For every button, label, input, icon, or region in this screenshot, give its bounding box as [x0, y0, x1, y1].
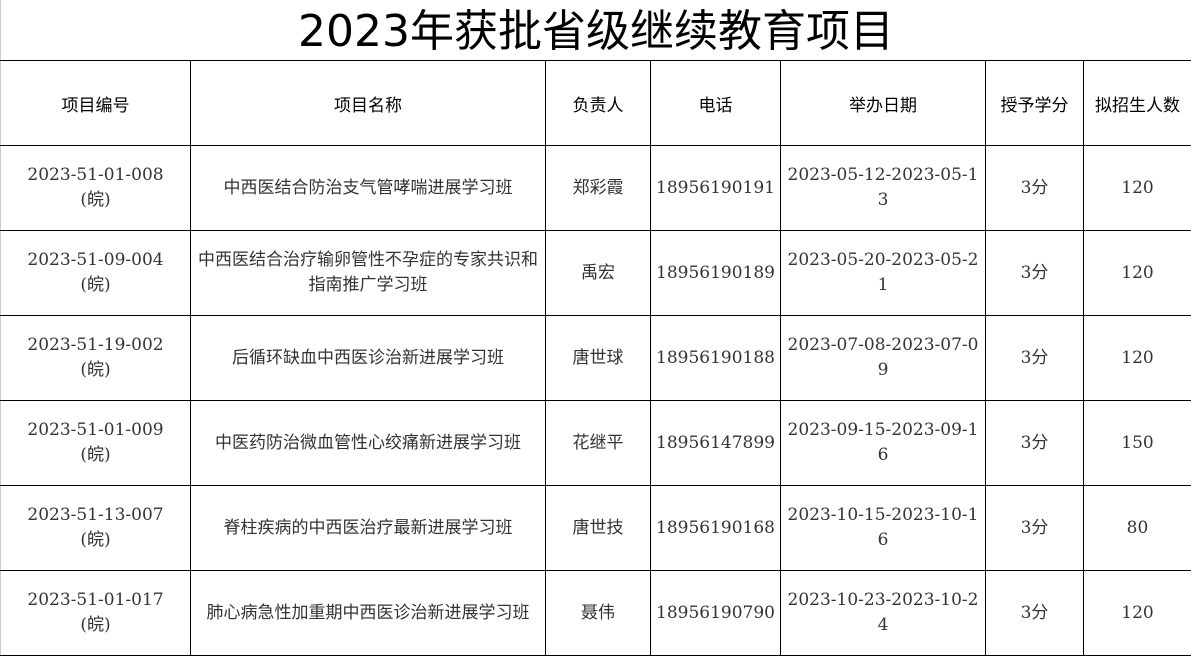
enroll-cell: 120: [1083, 570, 1191, 656]
project-code: 2023-51-01-017: [27, 590, 164, 610]
column-header-name: 项目名称: [190, 60, 546, 146]
table-row: 2023-51-13-007 (皖) 脊柱疾病的中西医治疗最新进展学习班 唐世技 …: [0, 485, 1191, 571]
project-code: 2023-51-13-007: [27, 505, 164, 525]
credit-cell: 3分: [985, 315, 1084, 401]
phone-cell: 18956190191: [650, 145, 781, 231]
project-name-cell: 肺心病急性加重期中西医诊治新进展学习班: [190, 570, 546, 656]
table-row: 2023-51-01-017 (皖) 肺心病急性加重期中西医诊治新进展学习班 聂伟…: [0, 570, 1191, 656]
project-name-cell: 中西医结合治疗输卵管性不孕症的专家共识和指南推广学习班: [190, 230, 546, 316]
project-code-cell: 2023-51-01-017 (皖): [0, 570, 191, 656]
project-code: 2023-51-01-008: [27, 165, 164, 185]
date-cell: 2023-07-08-2023-07-09: [780, 315, 986, 401]
credit-cell: 3分: [985, 400, 1084, 486]
column-header-enroll: 拟招生人数: [1083, 60, 1191, 146]
credit-cell: 3分: [985, 485, 1084, 571]
enroll-cell: 120: [1083, 315, 1191, 401]
leader-cell: 花继平: [545, 400, 651, 486]
leader-cell: 郑彩霞: [545, 145, 651, 231]
date-cell: 2023-10-23-2023-10-24: [780, 570, 986, 656]
project-code-cell: 2023-51-13-007 (皖): [0, 485, 191, 571]
project-code: 2023-51-19-002: [27, 335, 164, 355]
project-name-cell: 中医药防治微血管性心绞痛新进展学习班: [190, 400, 546, 486]
table-row: 2023-51-19-002 (皖) 后循环缺血中西医诊治新进展学习班 唐世球 1…: [0, 315, 1191, 401]
credit-cell: 3分: [985, 145, 1084, 231]
project-code-cell: 2023-51-01-009 (皖): [0, 400, 191, 486]
project-name-cell: 脊柱疾病的中西医治疗最新进展学习班: [190, 485, 546, 571]
column-header-leader: 负责人: [545, 60, 651, 146]
project-name-cell: 中西医结合防治支气管哮喘进展学习班: [190, 145, 546, 231]
leader-cell: 禹宏: [545, 230, 651, 316]
project-code-cell: 2023-51-19-002 (皖): [0, 315, 191, 401]
date-cell: 2023-09-15-2023-09-16: [780, 400, 986, 486]
phone-cell: 18956190189: [650, 230, 781, 316]
date-cell: 2023-10-15-2023-10-16: [780, 485, 986, 571]
phone-cell: 18956190168: [650, 485, 781, 571]
credit-cell: 3分: [985, 570, 1084, 656]
leader-cell: 唐世技: [545, 485, 651, 571]
table-row: 2023-51-01-008 (皖) 中西医结合防治支气管哮喘进展学习班 郑彩霞 …: [0, 145, 1191, 231]
column-header-date: 举办日期: [780, 60, 986, 146]
project-region: (皖): [80, 530, 111, 550]
table-row: 2023-51-09-004 (皖) 中西医结合治疗输卵管性不孕症的专家共识和指南…: [0, 230, 1191, 316]
leader-cell: 聂伟: [545, 570, 651, 656]
project-code-cell: 2023-51-09-004 (皖): [0, 230, 191, 316]
column-header-phone: 电话: [650, 60, 781, 146]
project-code: 2023-51-09-004: [27, 250, 164, 270]
project-region: (皖): [80, 360, 111, 380]
date-cell: 2023-05-12-2023-05-13: [780, 145, 986, 231]
project-table: 项目编号 项目名称 负责人 电话 举办日期 授予学分 拟招生人数 2023-51-01-00…: [0, 60, 1191, 656]
project-region: (皖): [80, 275, 111, 295]
leader-cell: 唐世球: [545, 315, 651, 401]
project-code-cell: 2023-51-01-008 (皖): [0, 145, 191, 231]
table-row: 2023-51-01-009 (皖) 中医药防治微血管性心绞痛新进展学习班 花继平…: [0, 400, 1191, 486]
project-name-cell: 后循环缺血中西医诊治新进展学习班: [190, 315, 546, 401]
project-region: (皖): [80, 445, 111, 465]
project-region: (皖): [80, 615, 111, 635]
header-row: 项目编号 项目名称 负责人 电话 举办日期 授予学分 拟招生人数: [0, 60, 1191, 146]
phone-cell: 18956147899: [650, 400, 781, 486]
credit-cell: 3分: [985, 230, 1084, 316]
project-code: 2023-51-01-009: [27, 420, 164, 440]
column-header-code: 项目编号: [0, 60, 191, 146]
phone-cell: 18956190188: [650, 315, 781, 401]
date-cell: 2023-05-20-2023-05-21: [780, 230, 986, 316]
column-header-credit: 授予学分: [985, 60, 1084, 146]
project-region: (皖): [80, 190, 111, 210]
enroll-cell: 80: [1083, 485, 1191, 571]
enroll-cell: 120: [1083, 145, 1191, 231]
page-title: 2023年获批省级继续教育项目: [0, 0, 1191, 60]
phone-cell: 18956190790: [650, 570, 781, 656]
enroll-cell: 150: [1083, 400, 1191, 486]
enroll-cell: 120: [1083, 230, 1191, 316]
